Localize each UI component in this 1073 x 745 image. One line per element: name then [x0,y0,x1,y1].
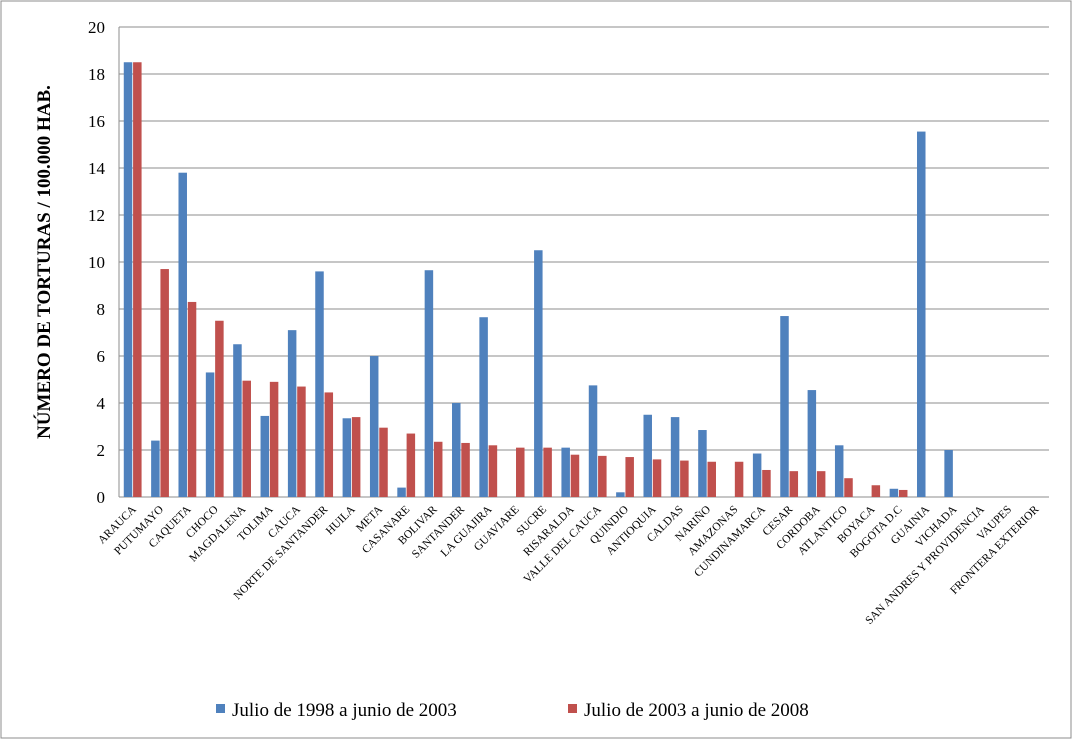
y-tick-label-16: 16 [88,112,105,131]
legend-label-2: Julio de 2003 a junio de 2008 [584,700,809,721]
bar-2-23 [762,469,771,497]
bar-1-9 [369,356,379,497]
y-tick-label-12: 12 [88,206,105,225]
bar-2-2 [187,301,197,497]
bar-2-25 [816,471,826,497]
bar-1-0 [123,62,133,497]
bar-1-18 [616,492,625,497]
bar-1-28 [889,488,899,497]
bar-2-20 [680,460,689,497]
bar-1-21 [698,430,707,497]
legend-label-1: Julio de 1998 a junio de 2003 [232,700,457,721]
bar-2-0 [133,62,142,497]
bar-1-26 [834,445,844,497]
bar-2-13 [488,445,498,497]
y-axis-label: NÚMERO DE TORTURAS / 100.000 HAB. [33,85,55,439]
bar-2-12 [461,442,470,497]
bar-1-13 [479,317,488,497]
bar-1-30 [944,450,953,497]
bar-2-27 [871,485,881,497]
bar-1-12 [452,403,461,497]
bar-2-17 [598,455,607,497]
bar-2-16 [570,454,580,497]
bar-1-20 [670,417,680,497]
y-tick-label-4: 4 [97,394,106,413]
bar-2-15 [543,447,552,497]
bar-1-29 [917,131,926,497]
bar-1-19 [643,414,652,497]
legend-swatch-2 [568,704,577,713]
bar-1-24 [780,316,789,497]
y-tick-label-20: 20 [88,18,105,37]
bar-1-5 [260,415,270,497]
bar-2-21 [707,461,716,497]
bar-2-7 [324,392,334,497]
bar-2-22 [734,461,744,497]
bar-2-4 [242,380,251,497]
bar-1-1 [151,440,160,497]
y-tick-label-14: 14 [88,159,106,178]
bar-1-8 [342,418,352,497]
bar-2-3 [215,320,224,497]
bar-2-14 [516,447,525,497]
bar-1-17 [588,385,598,497]
bar-1-6 [287,330,297,497]
y-tick-labels: 0 2 4 6 8 10 12 14 16 18 20 [88,18,106,507]
bars-layer [123,62,953,497]
legend-swatch-1 [216,704,225,713]
bar-2-6 [297,386,306,497]
y-tick-label-6: 6 [97,347,106,366]
bar-1-11 [424,270,434,497]
y-tick-label-10: 10 [88,253,105,272]
bar-1-23 [752,453,762,497]
bar-2-26 [844,478,853,497]
bar-2-18 [625,457,634,497]
bar-1-2 [178,172,187,497]
bar-2-11 [433,441,443,497]
bar-2-9 [379,427,388,497]
bar-2-1 [160,269,169,497]
y-tick-label-2: 2 [97,441,106,460]
y-tick-label-8: 8 [97,300,106,319]
y-tick-label-18: 18 [88,65,105,84]
bar-2-8 [351,417,361,497]
bar-1-4 [233,344,242,497]
bar-1-10 [397,487,406,497]
bar-2-10 [406,433,416,497]
bar-1-3 [205,372,215,497]
bar-2-19 [652,459,662,497]
bar-1-25 [807,390,817,497]
bar-1-7 [315,271,324,497]
bar-2-28 [898,489,908,497]
bar-2-24 [789,471,799,497]
bar-1-16 [561,447,570,497]
bar-1-15 [534,250,543,497]
legend: Julio de 1998 a junio de 2003 Julio de 20… [216,700,809,721]
y-tick-label-0: 0 [97,488,106,507]
bar-2-5 [269,381,279,497]
